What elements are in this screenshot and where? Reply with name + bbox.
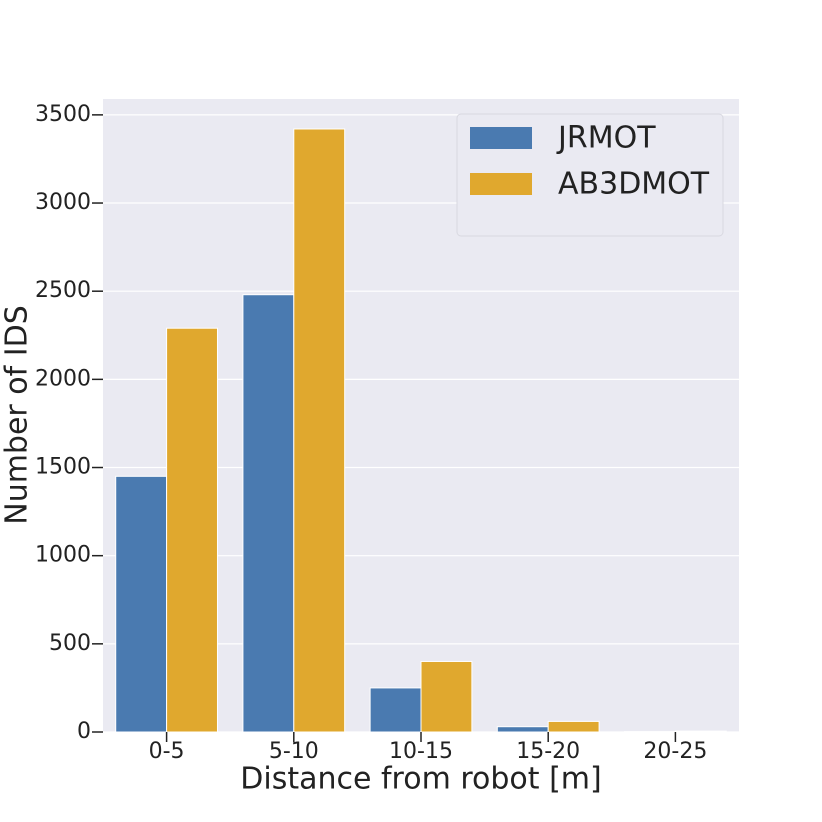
bar xyxy=(547,720,600,733)
legend-swatch xyxy=(470,173,532,195)
y-tick-label: 0 xyxy=(77,719,91,744)
bar xyxy=(166,327,218,733)
bar xyxy=(293,128,346,733)
bar xyxy=(420,660,473,733)
bar xyxy=(242,294,295,733)
x-axis-label: Distance from robot [m] xyxy=(240,762,601,797)
legend-label: AB3DMOT xyxy=(558,167,710,202)
x-tick-label: 10-15 xyxy=(389,739,453,764)
y-tick-label: 1500 xyxy=(35,455,91,480)
bar xyxy=(496,726,549,733)
legend-label: JRMOT xyxy=(556,121,656,156)
x-tick-label: 0-5 xyxy=(149,739,185,764)
y-tick-label: 3000 xyxy=(35,190,91,215)
y-tick-label: 2000 xyxy=(35,366,91,391)
bar xyxy=(115,475,168,733)
x-tick-label: 15-20 xyxy=(516,739,580,764)
bar xyxy=(369,687,422,733)
y-tick-label: 500 xyxy=(49,631,91,656)
y-axis-label: Number of IDS xyxy=(0,305,35,525)
y-tick-label: 3500 xyxy=(35,102,91,127)
legend-swatch xyxy=(470,127,532,149)
y-tick-label: 2500 xyxy=(35,278,91,303)
x-tick-label: 20-25 xyxy=(643,739,707,764)
y-tick-label: 1000 xyxy=(35,543,91,568)
bars xyxy=(115,128,727,733)
x-tick-label: 5-10 xyxy=(269,739,319,764)
bar xyxy=(674,730,727,733)
